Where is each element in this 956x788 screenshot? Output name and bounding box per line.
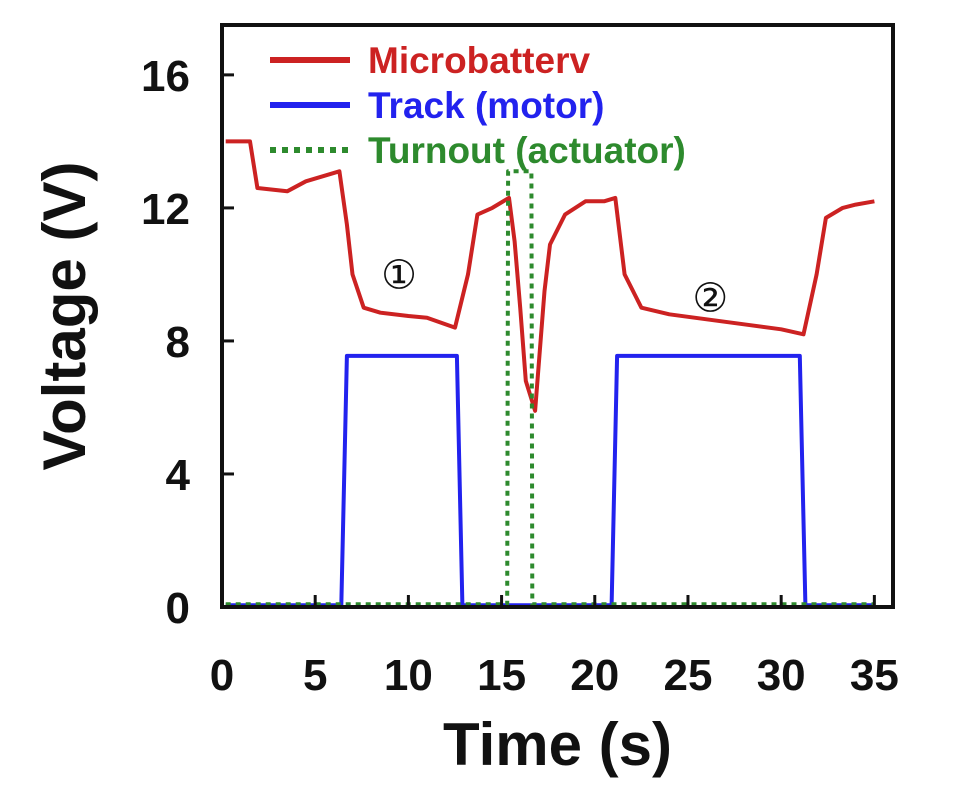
annotations: ①②: [381, 252, 728, 321]
annotation-marker-2: ②: [692, 276, 728, 322]
y-axis-ticks: 0 4 8 12 16: [141, 52, 234, 633]
y-tick-label: 0: [166, 584, 190, 633]
x-axis-label: Time (s): [443, 711, 672, 778]
series-line-1: [225, 139, 875, 413]
legend-label-3: Turnout (actuator): [368, 130, 686, 171]
series-line-2: [225, 353, 875, 608]
y-axis-label: Voltage (V): [31, 162, 98, 471]
x-tick-label: 30: [757, 651, 806, 700]
x-tick-label: 25: [663, 651, 712, 700]
y-tick-label: 12: [141, 185, 190, 234]
series-line-3: [225, 169, 875, 607]
y-tick-label: 16: [141, 52, 190, 101]
x-tick-label: 10: [384, 651, 433, 700]
x-tick-label: 5: [303, 651, 327, 700]
x-tick-label: 15: [477, 651, 526, 700]
x-tick-label: 35: [850, 651, 899, 700]
legend-label-1: Microbatterv: [368, 40, 590, 81]
plot-frame: [220, 23, 895, 609]
y-tick-label: 8: [166, 318, 190, 367]
plot-lines: [225, 139, 875, 608]
annotation-marker-1: ①: [381, 252, 417, 298]
x-axis-ticks: 0 5 10 15 20 25 30 35: [210, 595, 899, 700]
x-tick-label: 0: [210, 651, 234, 700]
x-tick-label: 20: [570, 651, 619, 700]
legend-label-2: Track (motor): [368, 85, 604, 126]
y-tick-label: 4: [166, 451, 191, 500]
